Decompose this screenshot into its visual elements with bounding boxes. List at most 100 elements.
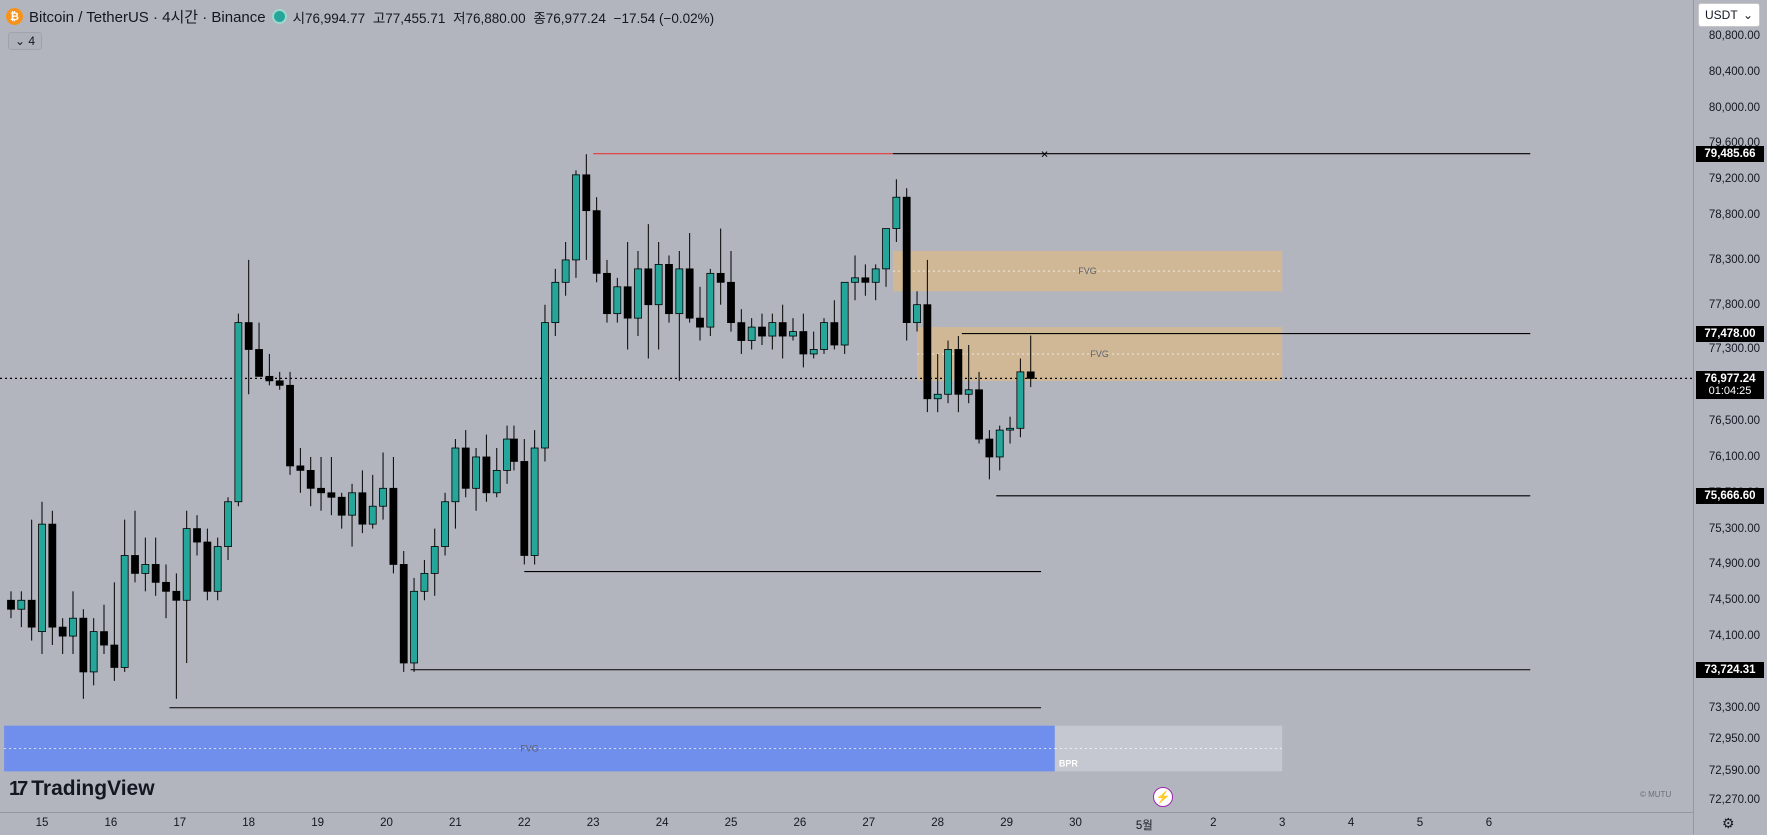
candle-body-7 (79, 617, 88, 673)
price-axis[interactable]: 80,800.00 80,400.00 80,000.00 79,600.00 79,2… (1693, 0, 1767, 834)
chevron-down-icon: ⌄ (1742, 8, 1753, 22)
candle-7 (79, 609, 88, 699)
ohlc-low: 저76,880.00 (453, 10, 526, 26)
candle-22 (234, 313, 243, 507)
price-tick-label: 80,800.00 (1708, 30, 1760, 42)
candle-body-87 (902, 196, 911, 324)
candle-79 (820, 318, 828, 354)
time-tick-label: 6 (1485, 817, 1493, 829)
candle-body-46 (482, 456, 491, 494)
candle-45 (472, 448, 480, 511)
candle-body-80 (830, 322, 839, 346)
candle-body-58 (603, 272, 611, 315)
candle-69 (716, 228, 725, 305)
candle-body-81 (840, 281, 849, 346)
candle-body-4 (48, 523, 57, 628)
candle-82 (851, 255, 859, 301)
candle-59 (613, 277, 622, 323)
time-tick-label: 20 (380, 817, 393, 829)
candle-58 (603, 259, 611, 323)
candle-body-54 (561, 259, 570, 283)
time-axis[interactable]: 15 16 17 18 19 20 21 22 23 24 25 26 27 28 29 30 5월 2 3 4 5 6 (0, 812, 1693, 835)
time-tick-label: 30 (1069, 817, 1082, 829)
candle-15 (162, 564, 170, 619)
candle-body-19 (203, 541, 212, 592)
candle-2 (27, 519, 36, 641)
candle-42 (441, 492, 449, 556)
lightning-icon[interactable]: ⚡ (1153, 787, 1173, 807)
candle-body-91 (944, 349, 952, 395)
candle-body-79 (820, 322, 828, 350)
level-price-label: 73,724.31 (1696, 661, 1764, 678)
author-watermark: © MUTU (1640, 790, 1672, 799)
candle-body-77 (799, 331, 808, 355)
candle-body-35 (368, 505, 377, 525)
candle-body-32 (337, 496, 346, 516)
time-tick-label: 17 (173, 817, 187, 829)
zone-0 (892, 250, 1283, 292)
candle-65 (675, 250, 684, 381)
candle-70 (727, 250, 735, 332)
candle-89 (923, 259, 932, 413)
candle-55 (572, 170, 580, 278)
currency-value: USDT (1705, 8, 1738, 22)
candle-body-82 (851, 277, 859, 283)
price-chart[interactable]: FVG FVG FVG BPR × (0, 0, 1693, 812)
candle-77 (799, 313, 808, 368)
candle-body-9 (100, 631, 108, 646)
candle-37 (389, 456, 398, 574)
candle-body-8 (89, 631, 98, 673)
candle-98 (1016, 358, 1025, 438)
candle-68 (706, 268, 715, 337)
zone-label-2: FVG (520, 743, 539, 753)
time-tick-label: 21 (448, 817, 462, 829)
ohlc-values: 시76,994.77 고77,455.71 저76,880.00 종76,977… (293, 7, 719, 27)
candle-countdown: 01:04:25 (1708, 385, 1752, 398)
bitcoin-icon: ₿ (6, 8, 23, 25)
candle-91 (944, 340, 952, 404)
candle-25 (265, 353, 274, 386)
candle-76 (789, 318, 797, 341)
candle-body-71 (737, 322, 746, 341)
price-tick-label: 75,300.00 (1708, 522, 1760, 535)
candle-body-75 (778, 322, 787, 337)
candle-body-55 (572, 174, 580, 261)
candle-body-88 (913, 304, 921, 324)
candle-body-14 (151, 564, 160, 583)
candle-body-65 (675, 268, 684, 315)
candle-body-0 (7, 599, 15, 610)
level-price-label: 77,478.00 (1696, 325, 1764, 342)
candle-body-37 (389, 487, 398, 565)
candle-3 (38, 501, 46, 655)
candle-10 (110, 582, 119, 681)
candle-75 (778, 304, 787, 359)
candle-31 (327, 456, 336, 516)
candle-body-18 (193, 528, 201, 543)
candle-body-17 (182, 528, 191, 601)
candle-11 (120, 519, 129, 672)
candle-56 (582, 154, 591, 260)
zone-3 (1054, 725, 1283, 772)
candle-body-90 (933, 393, 942, 400)
candle-96 (995, 425, 1004, 471)
indicator-toggle-button[interactable]: ⌄ 4 (8, 32, 43, 50)
candle-body-85 (882, 228, 890, 270)
candle-body-45 (472, 456, 480, 489)
zone-label-3: BPR (1059, 758, 1079, 768)
candle-9 (100, 604, 108, 655)
currency-selector[interactable]: USDT ⌄ (1698, 3, 1760, 27)
tradingview-logo[interactable]: 17 TradingView (9, 777, 155, 801)
price-tick-label: 77,800.00 (1708, 298, 1760, 311)
candle-95 (985, 430, 994, 480)
candle-body-25 (265, 375, 274, 382)
time-tick-label: 22 (517, 817, 531, 829)
candle-54 (561, 242, 570, 296)
candle-72 (747, 318, 756, 350)
time-tick-label: 26 (793, 817, 807, 829)
candle-24 (255, 322, 263, 377)
time-tick-label: 23 (586, 817, 600, 829)
candle-body-39 (410, 590, 418, 664)
gear-icon[interactable]: ⚙ (1722, 815, 1735, 831)
symbol-title[interactable]: Bitcoin / TetherUS · 4시간 · Binance (29, 9, 266, 26)
candle-52 (541, 304, 549, 462)
